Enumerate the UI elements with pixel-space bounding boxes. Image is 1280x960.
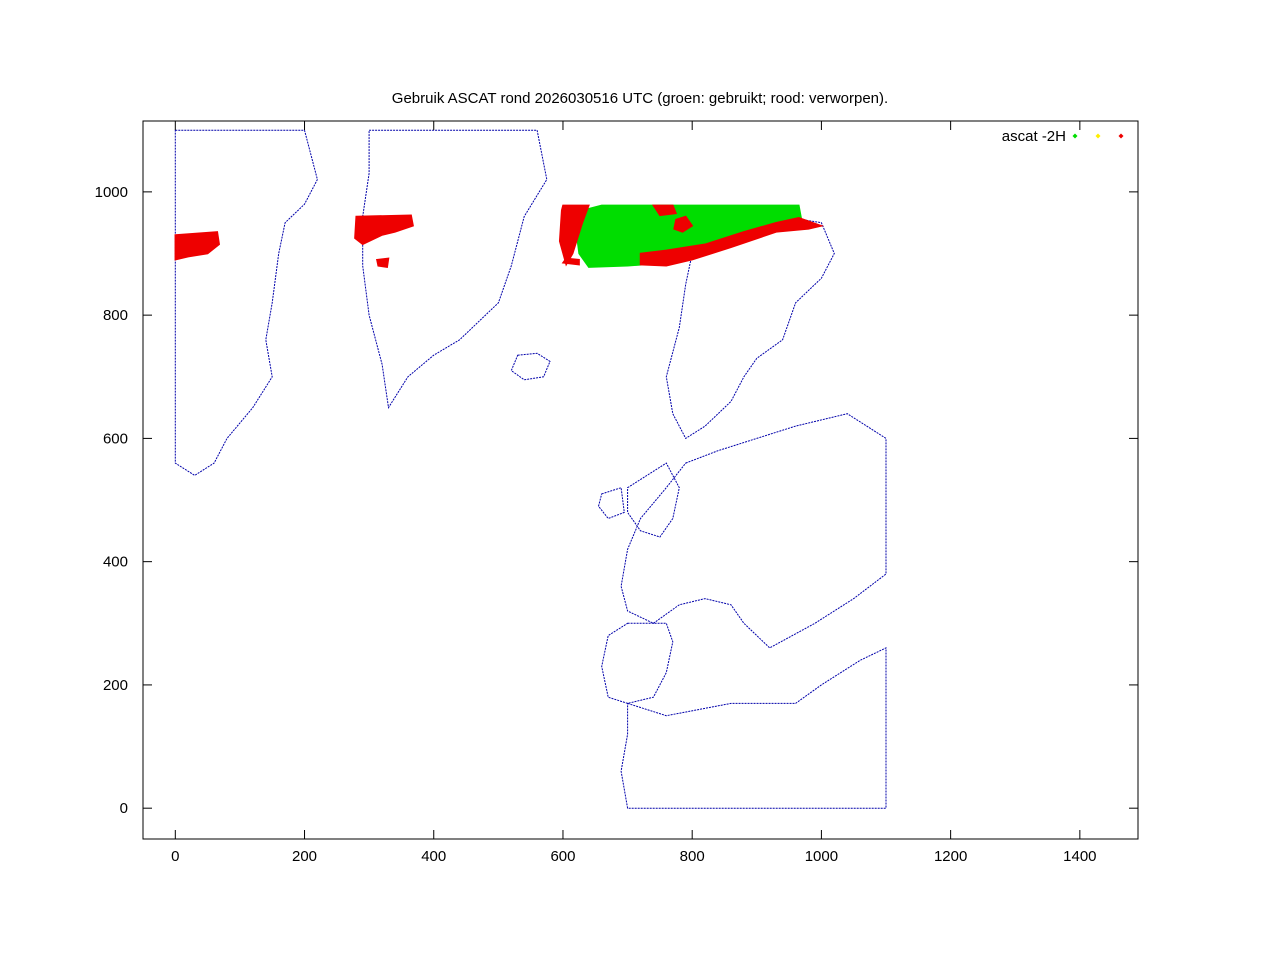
data-regions-layer xyxy=(174,204,825,268)
coastline-path xyxy=(620,413,887,649)
coastline-path xyxy=(510,352,551,381)
x-tick-label: 1200 xyxy=(934,848,967,865)
red-ring xyxy=(673,215,694,233)
red-swath-north-patch xyxy=(652,204,678,217)
x-tick-label: 1000 xyxy=(805,848,838,865)
chart-title: Gebruik ASCAT rond 2026030516 UTC (groen… xyxy=(392,90,888,107)
x-tick-label: 1400 xyxy=(1063,848,1096,865)
coastline-path xyxy=(620,647,887,809)
y-tick-label: 0 xyxy=(120,800,128,817)
y-tick-label: 400 xyxy=(103,554,128,571)
coastline-path xyxy=(601,622,674,704)
x-tick-label: 400 xyxy=(421,848,446,865)
legend-marker xyxy=(1095,133,1101,139)
axis-ticks-layer: 0 200 400 600 800 1000 1200 1400 0 200 400 600 800 10… xyxy=(95,121,1138,865)
x-tick-label: 600 xyxy=(550,848,575,865)
y-tick-label: 200 xyxy=(103,677,128,694)
y-tick-label: 800 xyxy=(103,307,128,324)
legend: ascat -2H xyxy=(1002,128,1124,145)
coastline-path xyxy=(174,129,318,476)
red-west-labrador xyxy=(174,231,221,261)
red-greenland-spot xyxy=(375,257,390,268)
x-tick-label: 200 xyxy=(292,848,317,865)
x-tick-label: 800 xyxy=(680,848,705,865)
legend-marker xyxy=(1118,133,1124,139)
y-tick-label: 600 xyxy=(103,430,128,447)
coastline-path xyxy=(362,129,548,410)
red-bottom-left xyxy=(561,257,580,266)
legend-title: ascat -2H xyxy=(1002,128,1066,145)
coastline-path xyxy=(665,215,835,440)
red-greenland-west xyxy=(354,214,414,246)
coastline-path xyxy=(627,462,680,538)
plot-frame xyxy=(142,120,1139,840)
red-swath-south-edge xyxy=(639,217,825,267)
x-tick-label: 0 xyxy=(171,848,179,865)
coastline-layer xyxy=(174,129,887,809)
y-tick-label: 1000 xyxy=(95,184,128,201)
legend-marker xyxy=(1072,133,1078,139)
coastline-path xyxy=(597,487,625,520)
